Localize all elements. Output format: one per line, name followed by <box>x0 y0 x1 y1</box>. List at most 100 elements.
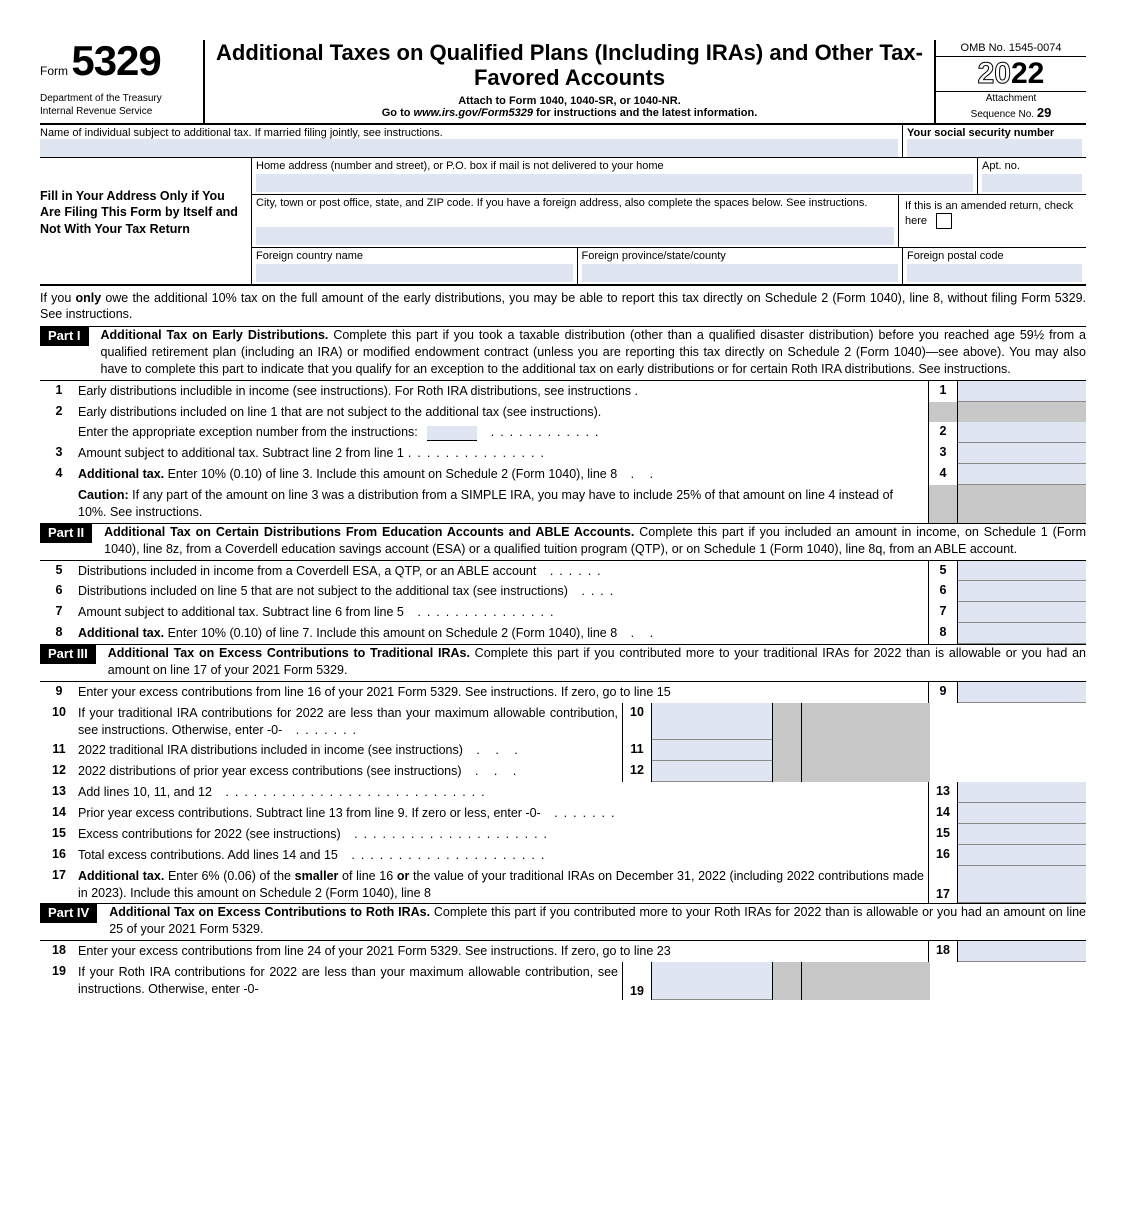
line-1-box: 1 <box>928 381 958 402</box>
form-5329: Form 5329 Department of the Treasury Int… <box>40 40 1086 1000</box>
line-15-text: Excess contributions for 2022 (see instr… <box>78 824 928 845</box>
line-2b-label: Enter the appropriate exception number f… <box>78 425 418 439</box>
goto-line: Go to www.irs.gov/Form5329 for instructi… <box>215 107 924 119</box>
line-11-amount-grey <box>802 740 930 761</box>
foreign-country-input[interactable] <box>256 264 573 282</box>
name-input[interactable] <box>40 139 898 157</box>
part-1-title: Additional Tax on Early Distributions. <box>101 328 329 342</box>
line-17-amount[interactable] <box>958 866 1086 904</box>
part-3-desc: Additional Tax on Excess Contributions t… <box>108 645 1086 679</box>
line-6: 6 Distributions included on line 5 that … <box>40 581 1086 602</box>
line-12-amount-grey <box>802 761 930 782</box>
line-9-amount[interactable] <box>958 682 1086 703</box>
line-5-num: 5 <box>40 561 78 582</box>
sequence-label: Sequence No. <box>971 109 1034 120</box>
line-2-box: 2 <box>928 422 958 443</box>
line-17-text: Additional tax. Enter 6% (0.06) of the s… <box>78 866 928 904</box>
line-8-text: Additional tax. Enter 10% (0.10) of line… <box>78 623 928 644</box>
line-15-amount[interactable] <box>958 824 1086 845</box>
line-16-num: 16 <box>40 845 78 866</box>
line-16-amount[interactable] <box>958 845 1086 866</box>
attach-line: Attach to Form 1040, 1040-SR, or 1040-NR… <box>215 95 924 107</box>
line-14-box: 14 <box>928 803 958 824</box>
line-4-caution: Caution: If any part of the amount on li… <box>40 485 1086 523</box>
line-10: 10 If your traditional IRA contributions… <box>40 703 1086 741</box>
address-instruction: Fill in Your Address Only if You Are Fil… <box>40 158 251 284</box>
line-19-box-grey <box>772 962 802 1000</box>
tax-year: 2022 <box>936 57 1086 91</box>
apt-label: Apt. no. <box>982 160 1082 172</box>
line-3-text: Amount subject to additional tax. Subtra… <box>78 443 928 464</box>
form-header: Form 5329 Department of the Treasury Int… <box>40 40 1086 125</box>
amended-checkbox[interactable] <box>936 213 952 229</box>
line-8-num: 8 <box>40 623 78 644</box>
line-4-num: 4 <box>40 464 78 485</box>
address-fields: Home address (number and street), or P.O… <box>251 158 1086 284</box>
ssn-input[interactable] <box>907 139 1082 157</box>
exception-number-input[interactable] <box>427 426 477 441</box>
line-18: 18 Enter your excess contributions from … <box>40 941 1086 962</box>
line-7-amount[interactable] <box>958 602 1086 623</box>
foreign-country-label: Foreign country name <box>256 250 573 262</box>
line-18-amount[interactable] <box>958 941 1086 962</box>
line-10-num: 10 <box>40 703 78 741</box>
intro-text: If you only owe the additional 10% tax o… <box>40 286 1086 327</box>
line-16-box: 16 <box>928 845 958 866</box>
line-18-num: 18 <box>40 941 78 962</box>
line-4-amount[interactable] <box>958 464 1086 485</box>
line-12-box-grey <box>772 761 802 782</box>
foreign-province-label: Foreign province/state/county <box>582 250 899 262</box>
line-18-text: Enter your excess contributions from lin… <box>78 941 928 962</box>
part-2-header: Part II Additional Tax on Certain Distri… <box>40 523 1086 561</box>
line-5: 5 Distributions included in income from … <box>40 561 1086 582</box>
sequence-number: 29 <box>1037 105 1051 120</box>
dept1: Department of the Treasury <box>40 93 162 104</box>
amended-cell: If this is an amended return, check here <box>899 195 1086 247</box>
line-15-num: 15 <box>40 824 78 845</box>
part-1-label: Part I <box>40 327 89 346</box>
line-2a-text: Early distributions included on line 1 t… <box>78 402 928 423</box>
line-12-mid-amount[interactable] <box>652 761 772 782</box>
city-input[interactable] <box>256 227 894 245</box>
ssn-cell: Your social security number <box>903 125 1086 157</box>
line-11: 11 2022 traditional IRA distributions in… <box>40 740 1086 761</box>
line-12-mid-box: 12 <box>622 761 652 782</box>
line-3-amount[interactable] <box>958 443 1086 464</box>
part-3-label: Part III <box>40 645 96 664</box>
line-13-amount[interactable] <box>958 782 1086 803</box>
form-number: 5329 <box>71 37 160 84</box>
line-11-mid-amount[interactable] <box>652 740 772 761</box>
line-8-amount[interactable] <box>958 623 1086 644</box>
line-6-amount[interactable] <box>958 581 1086 602</box>
line-7-text: Amount subject to additional tax. Subtra… <box>78 602 928 623</box>
line-12-text: 2022 distributions of prior year excess … <box>78 761 622 782</box>
line-1-amount[interactable] <box>958 381 1086 402</box>
line-1: 1 Early distributions includible in inco… <box>40 381 1086 402</box>
line-14-amount[interactable] <box>958 803 1086 824</box>
part-3-title: Additional Tax on Excess Contributions t… <box>108 646 470 660</box>
form-title: Additional Taxes on Qualified Plans (Inc… <box>215 40 924 91</box>
apt-input[interactable] <box>982 174 1082 192</box>
line-16: 16 Total excess contributions. Add lines… <box>40 845 1086 866</box>
line-19-mid-amount[interactable] <box>652 962 772 1000</box>
home-address-input[interactable] <box>256 174 973 192</box>
line-10-mid-amount[interactable] <box>652 703 772 741</box>
home-address-label: Home address (number and street), or P.O… <box>256 160 973 172</box>
line-4-caution-text: Caution: If any part of the amount on li… <box>78 485 928 523</box>
name-ssn-row: Name of individual subject to additional… <box>40 125 1086 158</box>
line-12-num: 12 <box>40 761 78 782</box>
attachment-sequence: Attachment Sequence No. 29 <box>936 91 1086 122</box>
line-13: 13 Add lines 10, 11, and 12 ............… <box>40 782 1086 803</box>
foreign-postal-input[interactable] <box>907 264 1082 282</box>
foreign-postal-cell: Foreign postal code <box>903 248 1086 284</box>
line-1-text: Early distributions includible in income… <box>78 381 928 402</box>
line-2-amount[interactable] <box>958 422 1086 443</box>
line-5-amount[interactable] <box>958 561 1086 582</box>
line-17: 17 Additional tax. Enter 6% (0.06) of th… <box>40 866 1086 904</box>
foreign-province-input[interactable] <box>582 264 899 282</box>
caution-amount-grey <box>958 485 1086 523</box>
line-15: 15 Excess contributions for 2022 (see in… <box>40 824 1086 845</box>
line-4-text: Additional tax. Enter 10% (0.10) of line… <box>78 464 928 485</box>
line-17-num: 17 <box>40 866 78 904</box>
line-18-box: 18 <box>928 941 958 962</box>
